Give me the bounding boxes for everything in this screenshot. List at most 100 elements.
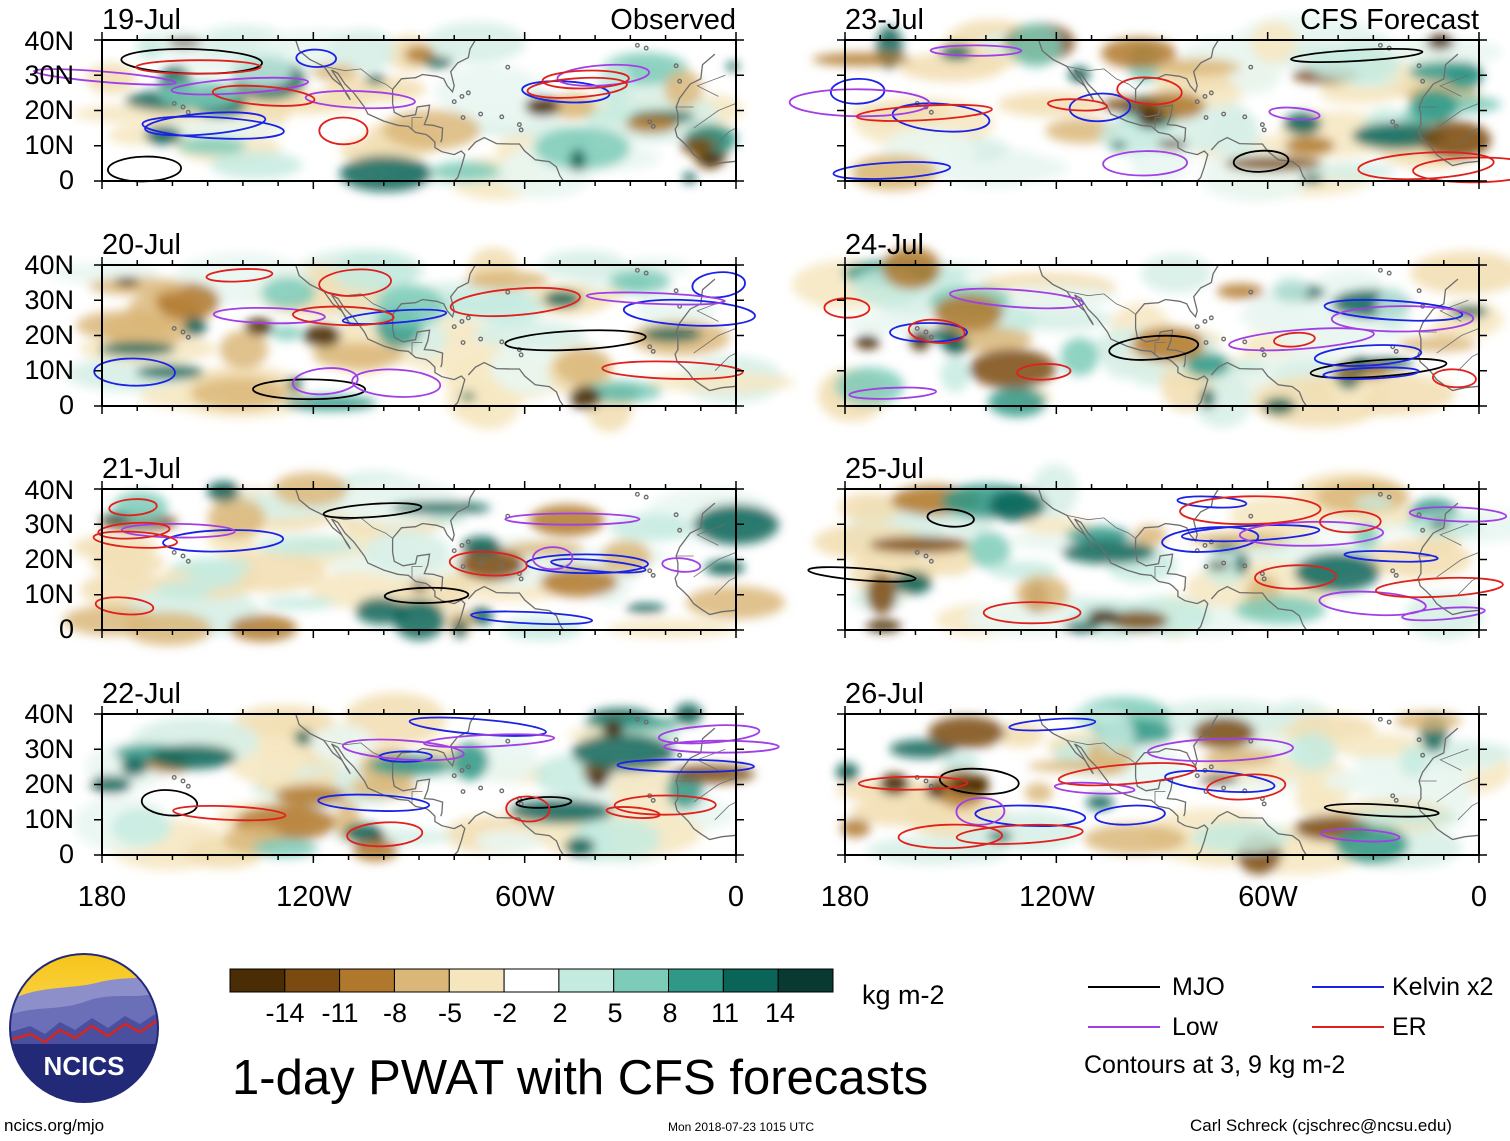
date-label-24-jul: 24-Jul [845,229,924,261]
legend-label-mjo: MJO [1172,973,1225,1001]
lon-label: 120W [276,881,352,913]
border-line [1436,328,1480,354]
pwat-blob [275,785,347,806]
colorbar [229,968,834,993]
lat-label: 0 [58,165,74,195]
colorbar-swatch [613,968,670,993]
colorbar-tick-label: 2 [552,998,568,1028]
date-label-22-jul: 22-Jul [102,678,181,710]
lat-label: 20N [24,95,74,125]
low-contour [532,546,574,571]
colorbar-tick-label: 11 [710,998,740,1028]
pwat-blob [156,580,212,601]
colorbar-tick-label: 5 [607,998,623,1028]
pwat-blob [98,342,176,357]
coastline [1134,488,1219,553]
island [465,539,471,545]
pwat-core [569,149,587,172]
pwat-blob [86,62,136,95]
er-contour [601,360,744,380]
er-contour [1319,510,1382,534]
pwat-blob [154,118,287,140]
pwat-blob [344,693,447,746]
coastline [674,278,737,392]
island [1221,111,1227,117]
pwat-core [1156,140,1188,149]
island [914,326,920,331]
lon-label: 0 [727,881,745,913]
coastline [1038,39,1209,182]
border-line [1066,291,1136,315]
pwat-blob [1420,121,1492,160]
lat-label: 10N [24,579,74,609]
footer-url[interactable]: ncics.org/mjo [4,1116,105,1135]
island [923,329,929,335]
pwat-blob [866,572,897,615]
pwat-blob [451,742,489,781]
island [647,568,653,574]
lat-label: 30N [24,509,74,539]
pwat-blob [432,161,500,181]
pwat-blob [1394,711,1462,730]
island [1221,785,1227,791]
border-line [1457,801,1480,821]
coastline [391,777,444,817]
er-contour [526,76,628,99]
pwat-blob [271,326,303,341]
pwat-blob [111,808,172,846]
low-contour [1319,828,1401,843]
colorbar-swatch [558,968,615,993]
er-contour [1412,156,1510,184]
border-line [714,127,737,147]
lon-label: 180 [820,881,870,913]
island [451,773,457,779]
pwat-blob [850,797,960,827]
pwat-blob [435,65,545,120]
colorbar-units: kg m-2 [862,980,945,1010]
pwat-anomaly-field [791,246,1510,428]
wave-contours [92,498,702,626]
er-contour [448,550,528,577]
pwat-blob [1140,253,1213,294]
island [643,270,649,276]
coastlines [914,713,1480,856]
pwat-blob [1376,286,1408,328]
pwat-blob [90,775,132,794]
colorbar-swatch [777,968,834,993]
low-contour [504,512,641,526]
axis-ticks [837,257,1487,414]
pwat-blob [609,268,671,294]
pwat-blob [382,109,481,150]
pwat-blob [840,818,871,838]
island [1202,318,1208,324]
border-line [1436,103,1480,129]
coastline [391,488,476,553]
kelvin-contour [616,758,755,773]
low-contour [341,738,465,762]
pwat-blob [261,277,316,309]
border-line [1154,117,1166,129]
axis-ticks [94,257,744,414]
border-line [1457,127,1480,147]
pwat-blob [549,93,596,120]
er-contour [318,268,392,297]
pwat-blob [968,531,1011,569]
pwat-blob [1309,47,1401,82]
island [1377,42,1383,48]
low-contour [120,522,236,539]
island [1416,63,1422,69]
er-contour [1374,576,1504,599]
low-contour [585,291,726,306]
island [1208,90,1214,96]
er-contour [955,823,1084,845]
pwat-blob [135,364,204,380]
mjo-contour [322,502,423,519]
pwat-blob [1224,156,1323,172]
island [185,109,191,115]
pwat-blob [1097,715,1135,753]
border-line [1154,342,1166,354]
mjo-contour [383,586,470,604]
island [1242,563,1248,569]
pwat-blob [1379,37,1503,68]
er-contour [97,521,171,540]
